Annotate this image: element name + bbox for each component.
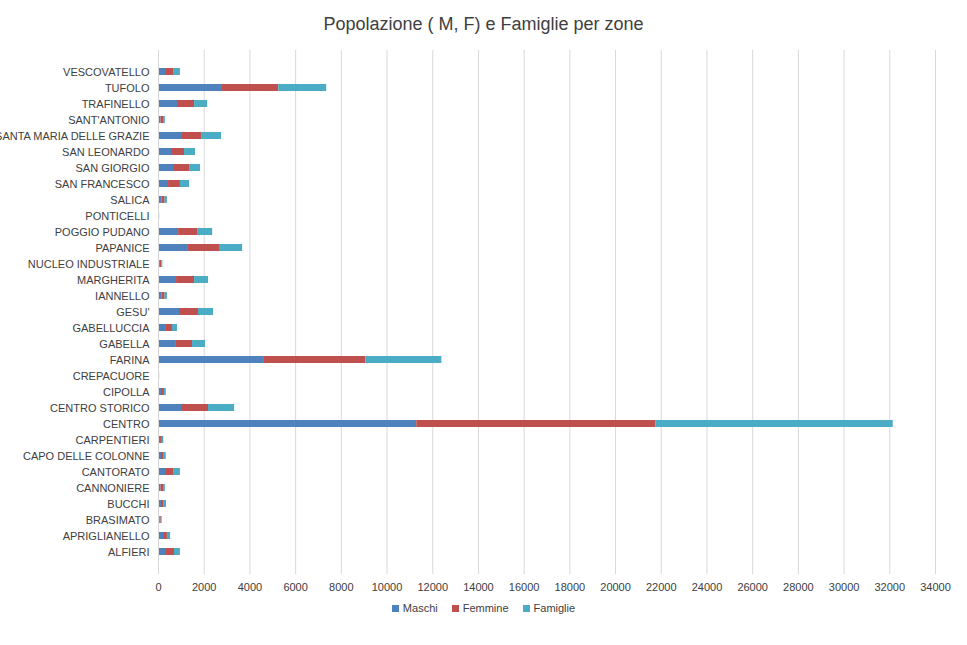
svg-text:8000: 8000 <box>329 581 353 593</box>
svg-text:6000: 6000 <box>283 581 307 593</box>
svg-text:POGGIO PUDANO: POGGIO PUDANO <box>55 226 150 238</box>
svg-text:CENTRO STORICO: CENTRO STORICO <box>50 402 150 414</box>
svg-text:SALICA: SALICA <box>110 194 150 206</box>
svg-text:12000: 12000 <box>417 581 448 593</box>
svg-text:CANNONIERE: CANNONIERE <box>76 482 149 494</box>
svg-text:TRAFINELLO: TRAFINELLO <box>82 98 150 110</box>
html-text:Femmine: Femmine <box>462 602 509 614</box>
svg-text:GABELLA: GABELLA <box>99 338 150 350</box>
svg-text:26000: 26000 <box>737 581 768 593</box>
svg-text:VESCOVATELLO: VESCOVATELLO <box>63 66 150 78</box>
svg-text:BRASIMATO: BRASIMATO <box>86 514 150 526</box>
svg-text:34000: 34000 <box>920 581 951 593</box>
html-text:Popolazione ( M, F) e Famiglie: Popolazione ( M, F) e Famiglie per zone <box>323 14 644 34</box>
svg-text:CAPO DELLE COLONNE: CAPO DELLE COLONNE <box>23 450 150 462</box>
svg-text:MARGHERITA: MARGHERITA <box>77 274 150 286</box>
svg-text:18000: 18000 <box>555 581 586 593</box>
html-text:Famiglie: Famiglie <box>533 602 576 614</box>
svg-text:GESU': GESU' <box>116 306 149 318</box>
html-text:Maschi: Maschi <box>402 602 438 614</box>
svg-text:APRIGLIANELLO: APRIGLIANELLO <box>63 530 150 542</box>
svg-text:SAN GIORGIO: SAN GIORGIO <box>76 162 150 174</box>
svg-text:0: 0 <box>155 581 161 593</box>
svg-text:CANTORATO: CANTORATO <box>82 466 150 478</box>
svg-text:IANNELLO: IANNELLO <box>95 290 150 302</box>
svg-text:PAPANICE: PAPANICE <box>96 242 150 254</box>
svg-text:32000: 32000 <box>874 581 905 593</box>
svg-text:24000: 24000 <box>692 581 723 593</box>
svg-text:GABELLUCCIA: GABELLUCCIA <box>72 322 150 334</box>
svg-text:10000: 10000 <box>372 581 403 593</box>
svg-text:NUCLEO INDUSTRIALE: NUCLEO INDUSTRIALE <box>28 258 150 270</box>
svg-text:BUCCHI: BUCCHI <box>107 498 149 510</box>
svg-text:14000: 14000 <box>463 581 494 593</box>
svg-text:CARPENTIERI: CARPENTIERI <box>76 434 150 446</box>
svg-text:30000: 30000 <box>829 581 860 593</box>
svg-text:FARINA: FARINA <box>110 354 150 366</box>
svg-text:ALFIERI: ALFIERI <box>108 546 150 558</box>
svg-text:SAN LEONARDO: SAN LEONARDO <box>62 146 150 158</box>
svg-text:20000: 20000 <box>600 581 631 593</box>
svg-text:CIPOLLA: CIPOLLA <box>103 386 150 398</box>
svg-text:28000: 28000 <box>783 581 814 593</box>
svg-text:SAN FRANCESCO: SAN FRANCESCO <box>55 178 150 190</box>
svg-text:TUFOLO: TUFOLO <box>105 82 150 94</box>
svg-text:CENTRO: CENTRO <box>103 418 150 430</box>
svg-text:PONTICELLI: PONTICELLI <box>85 210 149 222</box>
svg-text:CREPACUORE: CREPACUORE <box>73 370 150 382</box>
svg-text:4000: 4000 <box>238 581 262 593</box>
svg-text:2000: 2000 <box>192 581 216 593</box>
svg-text:22000: 22000 <box>646 581 677 593</box>
svg-text:SANT'ANTONIO: SANT'ANTONIO <box>68 114 150 126</box>
svg-text:16000: 16000 <box>509 581 540 593</box>
svg-text:SANTA MARIA DELLE GRAZIE: SANTA MARIA DELLE GRAZIE <box>0 130 150 142</box>
